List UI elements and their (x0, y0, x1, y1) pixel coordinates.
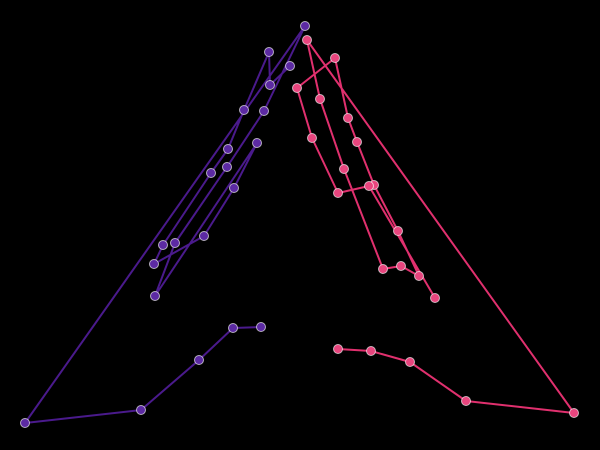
data-point-1-19 (365, 182, 374, 191)
data-point-1-0 (334, 345, 343, 354)
data-point-1-5 (303, 36, 312, 45)
data-point-0-12 (200, 232, 209, 241)
data-point-1-17 (308, 134, 317, 143)
data-point-0-5 (301, 22, 310, 31)
data-point-1-16 (293, 84, 302, 93)
data-point-0-15 (207, 169, 216, 178)
data-point-1-2 (406, 358, 415, 367)
data-point-1-1 (367, 347, 376, 356)
data-point-0-17 (240, 106, 249, 115)
data-point-1-9 (397, 262, 406, 271)
data-point-0-7 (223, 163, 232, 172)
data-point-1-14 (344, 114, 353, 123)
data-point-0-10 (253, 139, 262, 148)
data-point-0-3 (137, 406, 146, 415)
data-point-1-4 (570, 409, 579, 418)
data-point-1-8 (379, 265, 388, 274)
data-point-0-18 (265, 48, 274, 57)
data-point-0-14 (159, 241, 168, 250)
data-point-0-11 (230, 184, 239, 193)
data-point-1-7 (340, 165, 349, 174)
data-point-0-4 (21, 419, 30, 428)
data-point-0-20 (286, 62, 295, 71)
data-point-0-16 (224, 145, 233, 154)
data-point-0-13 (150, 260, 159, 269)
data-point-1-20 (431, 294, 440, 303)
data-point-0-1 (229, 324, 238, 333)
data-point-0-0 (257, 323, 266, 332)
data-point-0-2 (195, 356, 204, 365)
data-point-1-6 (316, 95, 325, 104)
data-point-0-6 (260, 107, 269, 116)
data-point-1-15 (331, 54, 340, 63)
data-point-1-18 (334, 189, 343, 198)
data-point-0-8 (171, 239, 180, 248)
data-point-1-10 (415, 272, 424, 281)
data-point-0-19 (266, 81, 275, 90)
data-point-1-13 (353, 138, 362, 147)
data-point-1-11 (394, 227, 403, 236)
data-point-1-3 (462, 397, 471, 406)
data-point-0-9 (151, 292, 160, 301)
